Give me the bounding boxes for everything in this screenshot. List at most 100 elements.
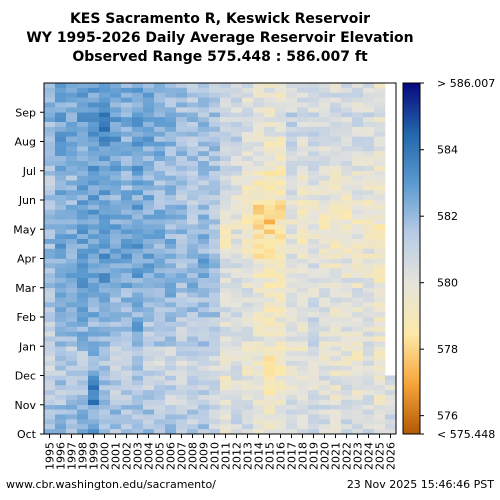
heatmap-cell — [352, 395, 364, 401]
heatmap-cell — [297, 268, 309, 274]
heatmap-cell — [341, 356, 353, 362]
heatmap-cell — [385, 414, 397, 420]
heatmap-cell — [110, 131, 122, 137]
heatmap-cell — [176, 185, 188, 191]
heatmap-cell — [286, 297, 298, 303]
heatmap-cell — [143, 126, 155, 133]
heatmap-cell — [99, 107, 111, 113]
heatmap-cell — [363, 278, 375, 284]
heatmap-cell — [319, 375, 331, 381]
heatmap-cell — [352, 375, 364, 381]
heatmap-cell — [209, 126, 221, 133]
heatmap-cell — [209, 307, 221, 313]
heatmap-cell — [286, 414, 298, 420]
heatmap-cell — [363, 399, 375, 406]
heatmap-cell — [286, 409, 298, 415]
heatmap-cell — [363, 156, 375, 162]
heatmap-cell — [77, 243, 89, 250]
x-tick-label: 2026 — [385, 442, 398, 470]
heatmap-cell — [154, 351, 166, 357]
heatmap-cell — [242, 165, 254, 172]
heatmap-cell — [143, 229, 155, 235]
heatmap-cell — [143, 317, 155, 323]
heatmap-cell — [154, 356, 166, 362]
heatmap-cell — [363, 253, 375, 259]
heatmap-cell — [275, 126, 287, 133]
heatmap-cell — [363, 287, 375, 293]
heatmap-cell — [132, 224, 144, 230]
heatmap-cell — [352, 141, 364, 147]
heatmap-cell — [242, 146, 254, 152]
heatmap-cell — [264, 180, 276, 186]
heatmap-cell — [352, 107, 364, 113]
heatmap-cell — [209, 346, 221, 352]
heatmap-cell — [165, 292, 177, 298]
heatmap-cell — [275, 321, 287, 328]
heatmap-cell — [297, 243, 309, 250]
heatmap-cell — [253, 170, 265, 176]
heatmap-cell — [44, 399, 56, 406]
heatmap-cell — [121, 317, 133, 323]
heatmap-cell — [352, 126, 364, 133]
heatmap-cell — [55, 380, 67, 386]
heatmap-cell — [231, 214, 243, 220]
heatmap-cell — [44, 87, 56, 94]
heatmap-cell — [352, 170, 364, 176]
heatmap-cell — [165, 302, 177, 308]
heatmap-cell — [242, 122, 254, 128]
heatmap-cell — [231, 185, 243, 191]
heatmap-cell — [44, 351, 56, 357]
heatmap-cell — [110, 156, 122, 162]
heatmap-cell — [352, 185, 364, 191]
heatmap-cell — [165, 395, 177, 401]
heatmap-cell — [165, 297, 177, 303]
heatmap-cell — [209, 429, 221, 435]
heatmap-cell — [363, 229, 375, 235]
heatmap-cell — [286, 180, 298, 186]
heatmap-cell — [121, 200, 133, 206]
heatmap-cell — [264, 131, 276, 137]
heatmap-cell — [165, 258, 177, 264]
heatmap-cell — [154, 190, 166, 196]
heatmap-cell — [110, 185, 122, 191]
heatmap-cell — [209, 302, 221, 308]
heatmap-cell — [154, 87, 166, 94]
heatmap-cell — [330, 297, 342, 303]
heatmap-cell — [154, 229, 166, 235]
heatmap-cell — [341, 302, 353, 308]
heatmap-cell — [198, 136, 210, 142]
heatmap-cell — [176, 156, 188, 162]
heatmap-cell — [220, 243, 232, 250]
heatmap-cell — [209, 258, 221, 264]
heatmap-cell — [352, 195, 364, 201]
heatmap-cell — [330, 375, 342, 381]
heatmap-cell — [297, 156, 309, 162]
heatmap-cell — [88, 229, 100, 235]
heatmap-cell — [242, 321, 254, 328]
heatmap-cell — [77, 258, 89, 264]
heatmap-cell — [231, 87, 243, 94]
heatmap-cell — [330, 409, 342, 415]
heatmap-cell — [297, 209, 309, 215]
heatmap-cell — [77, 180, 89, 186]
heatmap-cell — [121, 380, 133, 386]
heatmap-cell — [286, 136, 298, 142]
source-url[interactable]: www.cbr.washington.edu/sacramento/ — [6, 478, 216, 491]
heatmap-cell — [198, 414, 210, 420]
heatmap-cell — [308, 399, 320, 406]
heatmap-cell — [99, 375, 111, 381]
heatmap-cell — [88, 185, 100, 191]
heatmap-cell — [143, 200, 155, 206]
heatmap-cell — [231, 161, 243, 167]
heatmap-cell — [176, 200, 188, 206]
heatmap-cell — [209, 190, 221, 196]
heatmap-cell — [319, 395, 331, 401]
heatmap-cell — [209, 253, 221, 259]
heatmap-cell — [297, 229, 309, 235]
heatmap-cell — [275, 214, 287, 220]
heatmap-cell — [297, 97, 309, 103]
heatmap-cell — [154, 331, 166, 337]
heatmap-cell — [143, 331, 155, 337]
heatmap-cell — [220, 287, 232, 293]
heatmap-cell — [143, 234, 155, 240]
